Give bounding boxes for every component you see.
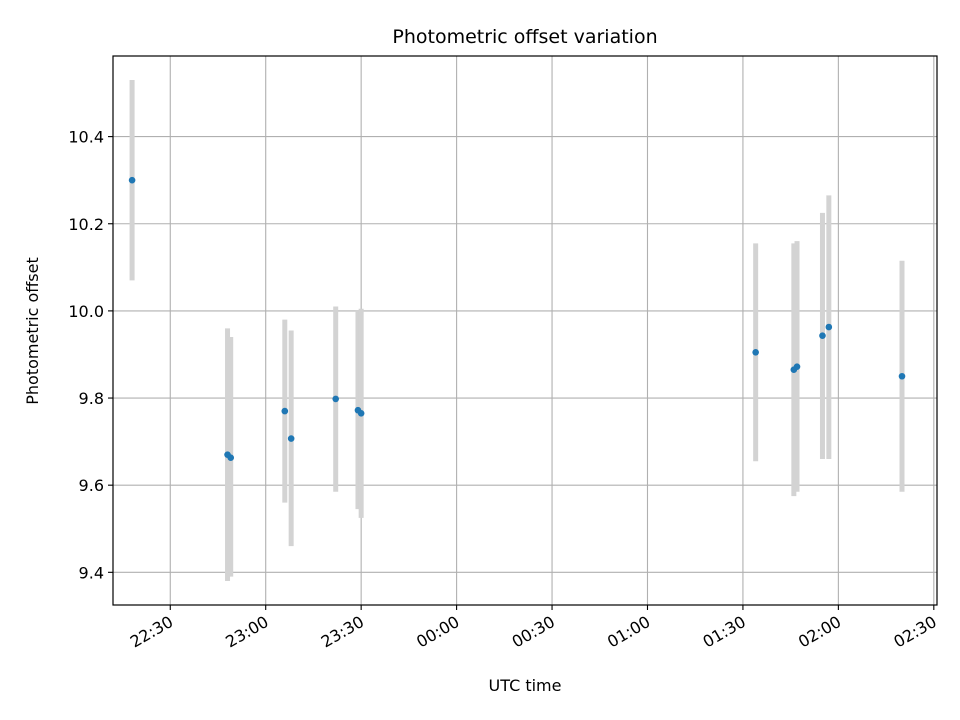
data-point	[281, 407, 289, 415]
data-point	[898, 372, 906, 380]
y-tick-label: 10.4	[68, 128, 104, 147]
data-points	[128, 176, 906, 462]
data-point	[819, 332, 826, 340]
y-axis-label: Photometric offset	[23, 257, 42, 405]
y-tick-label: 10.2	[68, 215, 104, 234]
data-point	[825, 323, 833, 331]
data-point	[287, 435, 295, 442]
data-point	[332, 395, 340, 403]
plot-frame	[112, 55, 938, 606]
data-point	[752, 348, 759, 356]
chart-title: Photometric offset variation	[392, 26, 657, 48]
grid	[113, 56, 937, 605]
data-point	[357, 409, 365, 417]
y-tick-label: 9.4	[79, 563, 104, 582]
data-point	[227, 454, 235, 462]
y-tick-label: 9.6	[79, 476, 104, 495]
data-point	[128, 176, 136, 184]
data-point	[793, 363, 801, 370]
x-axis-label: UTC time	[489, 676, 562, 695]
y-tick-label: 10.0	[68, 302, 104, 321]
y-tick-label: 9.8	[79, 389, 104, 408]
